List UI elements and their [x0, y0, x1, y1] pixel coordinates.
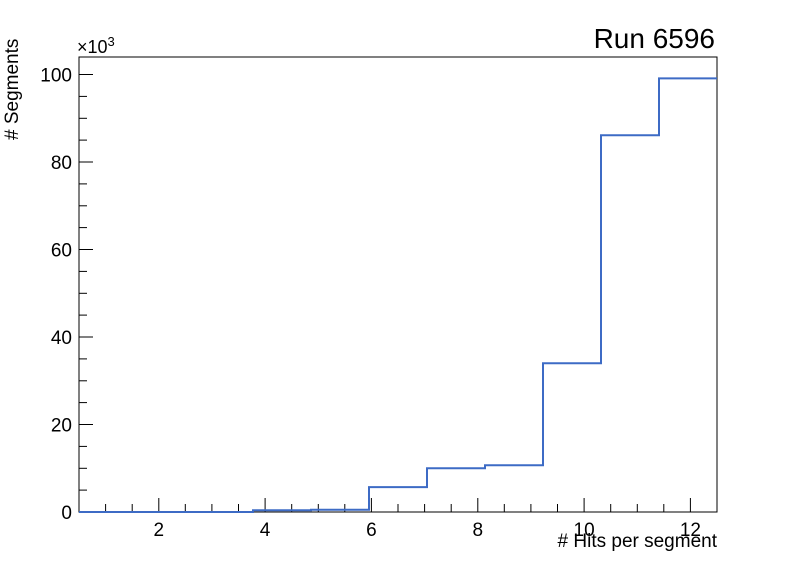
- y-axis-title: # Segments: [2, 39, 23, 140]
- y-axis-exponent-label: ×103: [77, 34, 115, 57]
- x-tick-label: 10: [574, 520, 595, 541]
- histogram-line: [79, 77, 717, 513]
- x-axis-title: # Hits per segment: [558, 531, 718, 552]
- x-tick-label: 4: [260, 520, 271, 541]
- y-axis-exponent-base: ×10: [77, 37, 108, 57]
- x-tick-label: 2: [154, 520, 165, 541]
- y-tick-label: 80: [51, 153, 72, 174]
- y-tick-label: 100: [40, 66, 72, 87]
- y-tick-label: 60: [51, 241, 72, 262]
- plot-frame: [78, 56, 718, 513]
- y-tick-label: 20: [51, 416, 72, 437]
- y-tick-label: 0: [61, 503, 72, 524]
- plot-title: Run 6596: [594, 23, 715, 54]
- y-axis-exponent-power: 3: [108, 34, 115, 49]
- plot-generated-layer: 2 4 6 8 10 12 0 20 40 60 80 100: [40, 56, 718, 541]
- x-tick-label: 6: [366, 520, 377, 541]
- x-tick-label: 12: [680, 520, 701, 541]
- x-tick-label: 8: [473, 520, 484, 541]
- y-tick-label: 40: [51, 328, 72, 349]
